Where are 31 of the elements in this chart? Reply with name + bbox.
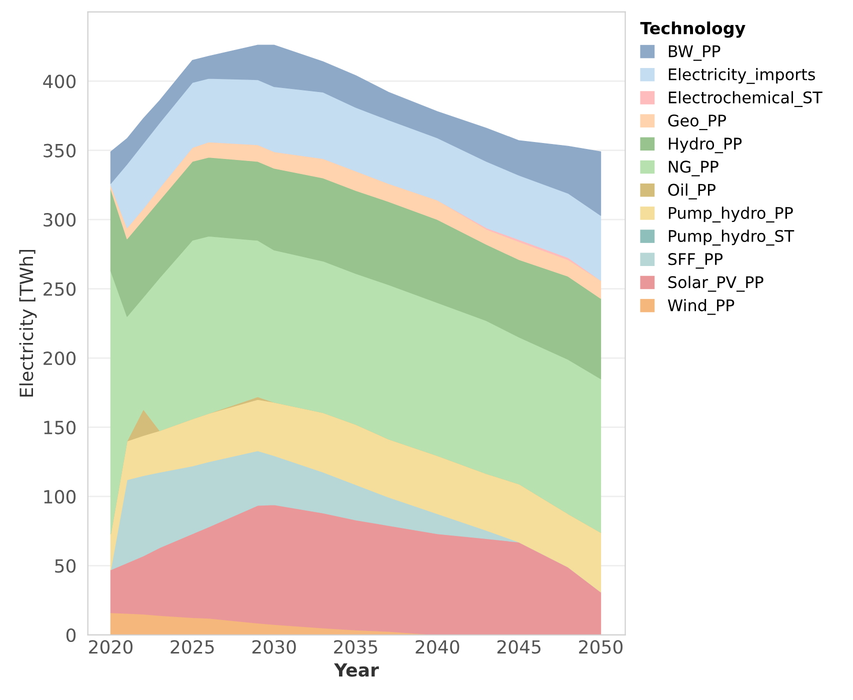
x-tick-label: 2030 xyxy=(252,640,296,654)
y-axis-title: Electricity [TWh] xyxy=(19,250,37,397)
y-tick-label: 50 xyxy=(55,559,76,573)
y-tick-label: 350 xyxy=(44,144,76,158)
y-tick-label: 200 xyxy=(44,351,76,366)
legend-label: BW_PP xyxy=(668,45,720,61)
x-axis-title: Year xyxy=(334,663,379,677)
legend-label: Wind_PP xyxy=(668,298,734,315)
y-tick-label: 100 xyxy=(44,490,76,504)
x-tick-label: 2025 xyxy=(170,640,214,654)
legend-label: NG_PP xyxy=(668,160,718,176)
legend-label: Geo_PP xyxy=(668,114,726,130)
x-tick-label: 2050 xyxy=(579,640,623,654)
legend-title: Technology xyxy=(640,21,746,38)
legend-label: SFF_PP xyxy=(668,253,723,269)
legend-label: Hydro_PP xyxy=(668,137,742,154)
legend-label: Solar_PV_PP xyxy=(668,276,764,292)
y-tick-label: 400 xyxy=(43,74,76,88)
legend-label: Pump_hydro_ST xyxy=(668,230,794,246)
y-tick-label: 0 xyxy=(66,628,76,642)
y-tick-label: 300 xyxy=(44,213,76,227)
legend-label: Pump_hydro_PP xyxy=(668,206,793,222)
legend-label: Oil_PP xyxy=(668,183,716,200)
y-tick-label: 250 xyxy=(44,282,76,296)
x-tick-label: 2020 xyxy=(89,640,132,654)
x-tick-label: 2045 xyxy=(497,640,540,654)
y-tick-label: 150 xyxy=(44,420,76,434)
x-tick-label: 2035 xyxy=(334,640,378,654)
legend-label: Electricity_imports xyxy=(668,68,815,84)
x-tick-label: 2040 xyxy=(416,640,460,654)
legend-label: Electrochemical_ST xyxy=(668,91,822,108)
